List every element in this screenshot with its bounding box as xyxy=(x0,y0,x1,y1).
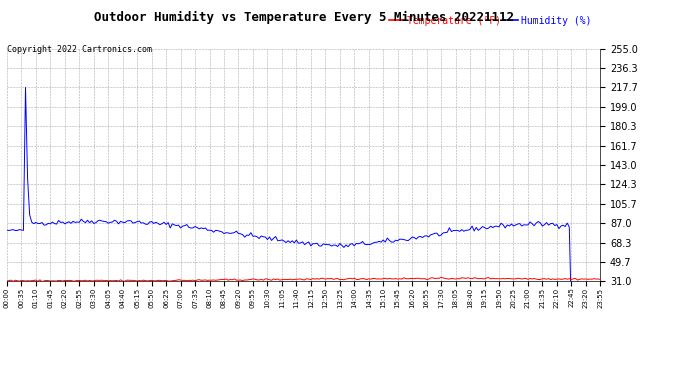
Legend: Temperature (°F), Humidity (%): Temperature (°F), Humidity (%) xyxy=(385,12,595,30)
Text: Copyright 2022 Cartronics.com: Copyright 2022 Cartronics.com xyxy=(7,45,152,54)
Text: Outdoor Humidity vs Temperature Every 5 Minutes 20221112: Outdoor Humidity vs Temperature Every 5 … xyxy=(94,11,513,24)
